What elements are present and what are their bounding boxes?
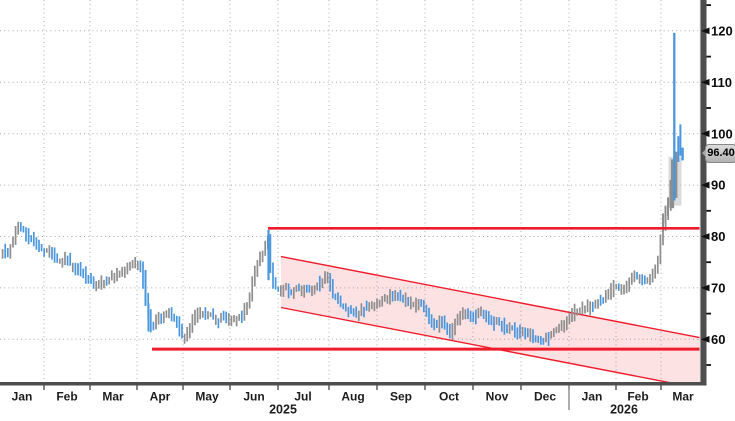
y-tick-arrow bbox=[701, 27, 710, 35]
month-label: Nov bbox=[486, 390, 509, 404]
y-minor-tick bbox=[706, 312, 711, 315]
y-minor-tick bbox=[706, 209, 711, 212]
month-label: Feb bbox=[56, 390, 77, 404]
last-price-badge: 96.40 bbox=[702, 143, 735, 163]
x-axis-bar bbox=[0, 382, 707, 386]
y-axis-label: 80 bbox=[711, 229, 725, 244]
down-bars bbox=[4, 222, 646, 346]
y-axis-label: 90 bbox=[711, 178, 725, 193]
y-minor-tick bbox=[706, 107, 711, 109]
y-minor-tick bbox=[706, 261, 711, 264]
y-minor-tick bbox=[706, 55, 711, 58]
month-label: Apr bbox=[150, 390, 171, 404]
month-label: Oct bbox=[439, 390, 459, 404]
month-label: Mar bbox=[672, 390, 694, 404]
channel-top-line bbox=[280, 255, 701, 339]
month-label: Jan bbox=[12, 390, 33, 404]
month-label: May bbox=[195, 390, 219, 404]
y-tick-arrow bbox=[701, 284, 710, 292]
y-minor-tick bbox=[706, 364, 711, 366]
year-label: 2025 bbox=[269, 403, 297, 417]
y-axis-label: 60 bbox=[711, 332, 725, 347]
month-label: Jun bbox=[243, 390, 264, 404]
year-label: 2026 bbox=[610, 403, 638, 417]
month-label: Sep bbox=[390, 390, 412, 404]
y-axis-label: 70 bbox=[711, 281, 725, 296]
y-axis-label: 110 bbox=[711, 75, 732, 90]
y-minor-tick bbox=[706, 4, 711, 6]
y-tick-arrow bbox=[701, 78, 710, 86]
y-tick-arrow bbox=[701, 233, 710, 240]
y-axis-label: 100 bbox=[711, 126, 733, 141]
month-label: Dec bbox=[534, 390, 556, 404]
y-tick-arrow bbox=[701, 181, 710, 189]
month-label: Aug bbox=[341, 390, 364, 404]
x-axis-labels: Jan Feb Mar Apr May Jun Jul Aug Sep Oct Nov Dec Jan F… bbox=[12, 385, 694, 417]
y-tick-arrow bbox=[701, 130, 710, 138]
month-label: Jan bbox=[582, 390, 603, 404]
y-tick-arrow bbox=[701, 335, 710, 343]
y-axis-bar bbox=[700, 0, 707, 386]
month-label: Mar bbox=[102, 390, 124, 404]
gridlines bbox=[0, 0, 700, 382]
month-label: Feb bbox=[627, 390, 648, 404]
y-axis-label: 120 bbox=[711, 23, 733, 38]
y-axis-edge bbox=[699, 0, 701, 386]
month-label: Jul bbox=[294, 390, 311, 404]
price-bars bbox=[1, 32, 684, 346]
up-bars bbox=[1, 187, 672, 344]
